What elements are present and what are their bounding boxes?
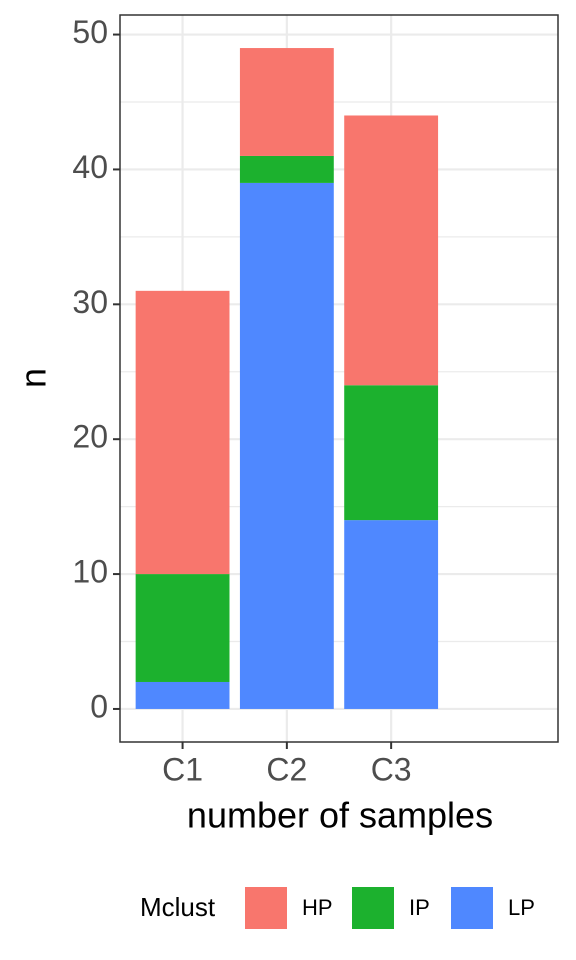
x-tick-label: C3 [371,751,412,787]
bar-segment [344,385,439,521]
bar-segment [135,574,230,682]
y-tick-label: 30 [72,284,108,320]
x-tick-label: C2 [266,751,307,787]
bar-segment [135,290,230,575]
bar-segment [344,520,439,709]
y-tick-label: 20 [72,419,108,455]
legend-key [451,887,493,929]
legend-label: IP [409,895,430,920]
bar-segment [344,115,439,386]
legend-label: HP [302,895,333,920]
bar-segment [135,681,230,709]
y-tick-label: 10 [72,554,108,590]
bar-segment [239,48,334,156]
y-tick-label: 0 [90,688,108,724]
y-tick-label: 40 [72,149,108,185]
panel-border [119,14,559,743]
legend-key [245,887,287,929]
legend-label: LP [508,895,535,920]
y-axis-title: n [13,368,54,388]
x-tick-label: C1 [162,751,203,787]
legend-title: Mclust [140,892,216,922]
x-axis-title: number of samples [187,795,493,836]
y-tick-label: 50 [72,14,108,50]
legend-key [352,887,394,929]
bar-segment [239,155,334,183]
bar-segment [239,182,334,709]
